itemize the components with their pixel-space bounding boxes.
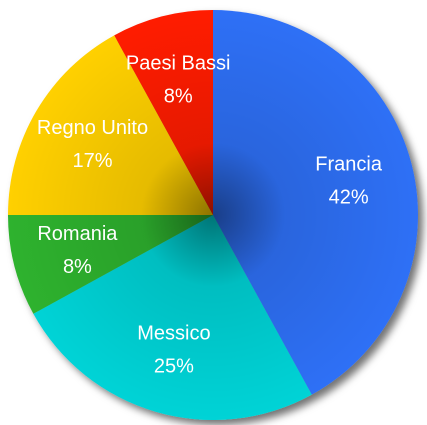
- slice-label: Francia: [315, 153, 383, 175]
- labels: Francia 42% Messico 25% Romania 8% Regno Unito…: [37, 53, 383, 378]
- slice-value: 25%: [154, 356, 194, 378]
- slice-value: 42%: [329, 186, 369, 208]
- slice-value: 8%: [164, 86, 193, 108]
- slice-value: 8%: [63, 256, 92, 278]
- slice-label: Regno Unito: [37, 117, 148, 139]
- slice-label: Messico: [137, 323, 210, 345]
- slice-value: 17%: [72, 150, 112, 172]
- slice-label: Romania: [37, 223, 118, 245]
- pie-shading: [8, 10, 418, 420]
- slice-label: Paesi Bassi: [126, 53, 231, 75]
